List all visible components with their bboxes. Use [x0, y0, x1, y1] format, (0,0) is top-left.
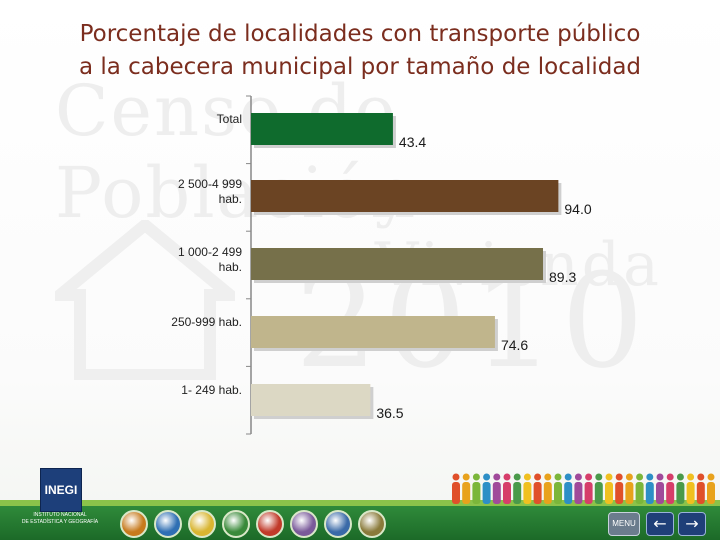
person-head-icon: [523, 473, 531, 481]
person-body-icon: [564, 482, 573, 504]
person-head-icon: [595, 473, 603, 481]
person-body-icon: [615, 482, 624, 504]
person-body-icon: [513, 482, 522, 504]
person-head-icon: [615, 473, 623, 481]
person-head-icon: [666, 473, 674, 481]
person-body-icon: [503, 482, 511, 504]
person-head-icon: [452, 473, 460, 481]
previous-button[interactable]: ←: [646, 512, 674, 536]
person-head-icon: [646, 473, 654, 481]
section-nav-icon[interactable]: [154, 510, 182, 538]
section-nav-icon[interactable]: [290, 510, 318, 538]
person-head-icon: [503, 473, 511, 481]
person-head-icon: [676, 473, 684, 481]
inegi-logo-text: INSTITUTO NACIONAL DE ESTADÍSTICA Y GEOG…: [10, 512, 110, 526]
person-head-icon: [585, 473, 593, 481]
inegi-logo: INEGI INSTITUTO NACIONAL DE ESTADÍSTICA …: [10, 468, 110, 536]
category-label: Total: [217, 112, 242, 126]
person-head-icon: [483, 473, 491, 481]
section-nav-icon[interactable]: [324, 510, 352, 538]
inegi-logo-mark: INEGI: [40, 468, 82, 512]
person-head-icon: [636, 473, 644, 481]
person-head-icon: [564, 473, 572, 481]
person-body-icon: [523, 482, 532, 504]
chart-title-line-1: Porcentaje de localidades con transporte…: [79, 21, 641, 47]
person-head-icon: [707, 473, 715, 481]
person-head-icon: [534, 473, 542, 481]
data-label: 89.3: [549, 269, 576, 285]
person-head-icon: [472, 473, 480, 481]
person-body-icon: [482, 482, 491, 504]
person-head-icon: [513, 473, 521, 481]
person-body-icon: [584, 482, 593, 504]
person-body-icon: [452, 482, 460, 504]
bar: [251, 384, 371, 416]
person-head-icon: [625, 473, 633, 481]
person-body-icon: [554, 482, 562, 504]
person-body-icon: [472, 482, 481, 504]
data-label: 94.0: [564, 201, 591, 217]
person-head-icon: [544, 473, 552, 481]
person-body-icon: [635, 482, 644, 504]
person-head-icon: [493, 473, 501, 481]
inegi-subtitle-2: DE ESTADÍSTICA Y GEOGRAFÍA: [21, 519, 99, 525]
person-head-icon: [554, 473, 562, 481]
people-row-icon: [452, 473, 715, 504]
person-body-icon: [686, 482, 695, 504]
inegi-subtitle-1: INSTITUTO NACIONAL: [33, 512, 87, 518]
person-head-icon: [574, 473, 582, 481]
section-nav-icon[interactable]: [358, 510, 386, 538]
inegi-logo-name: INEGI: [44, 483, 78, 497]
chart-title: Porcentaje de localidades con transporte…: [40, 18, 680, 84]
section-nav-icon[interactable]: [188, 510, 216, 538]
bar: [251, 316, 495, 348]
bar: [251, 248, 544, 280]
person-head-icon: [462, 473, 470, 481]
person-body-icon: [666, 482, 675, 504]
chart-title-line-2: a la cabecera municipal por tamaño de lo…: [78, 54, 642, 80]
person-body-icon: [462, 482, 471, 504]
person-body-icon: [543, 482, 552, 504]
person-body-icon: [707, 482, 715, 504]
section-nav-icon[interactable]: [222, 510, 250, 538]
person-body-icon: [625, 482, 634, 504]
person-head-icon: [656, 473, 664, 481]
data-label: 43.4: [399, 134, 426, 150]
person-body-icon: [656, 482, 664, 504]
person-head-icon: [687, 473, 695, 481]
bar: [251, 180, 559, 212]
person-body-icon: [605, 482, 613, 504]
person-body-icon: [676, 482, 685, 504]
person-body-icon: [574, 482, 583, 504]
person-head-icon: [605, 473, 613, 481]
category-label: hab.: [219, 260, 242, 274]
person-body-icon: [696, 482, 705, 504]
person-body-icon: [645, 482, 654, 504]
person-head-icon: [697, 473, 705, 481]
menu-button[interactable]: MENU: [608, 512, 640, 536]
next-button[interactable]: →: [678, 512, 706, 536]
data-label: 36.5: [376, 405, 403, 421]
person-body-icon: [492, 482, 501, 504]
category-label: hab.: [219, 192, 242, 206]
category-label: 1- 249 hab.: [181, 383, 242, 397]
bar: [251, 113, 393, 145]
section-nav-icon[interactable]: [120, 510, 148, 538]
person-body-icon: [533, 482, 542, 504]
section-nav-icon[interactable]: [256, 510, 284, 538]
data-label: 74.6: [501, 337, 528, 353]
footer-stripe: [0, 500, 720, 506]
category-label: 2 500-4 999: [178, 177, 242, 191]
person-body-icon: [594, 482, 603, 504]
category-label: 250-999 hab.: [171, 315, 242, 329]
category-label: 1 000-2 499: [178, 245, 242, 259]
